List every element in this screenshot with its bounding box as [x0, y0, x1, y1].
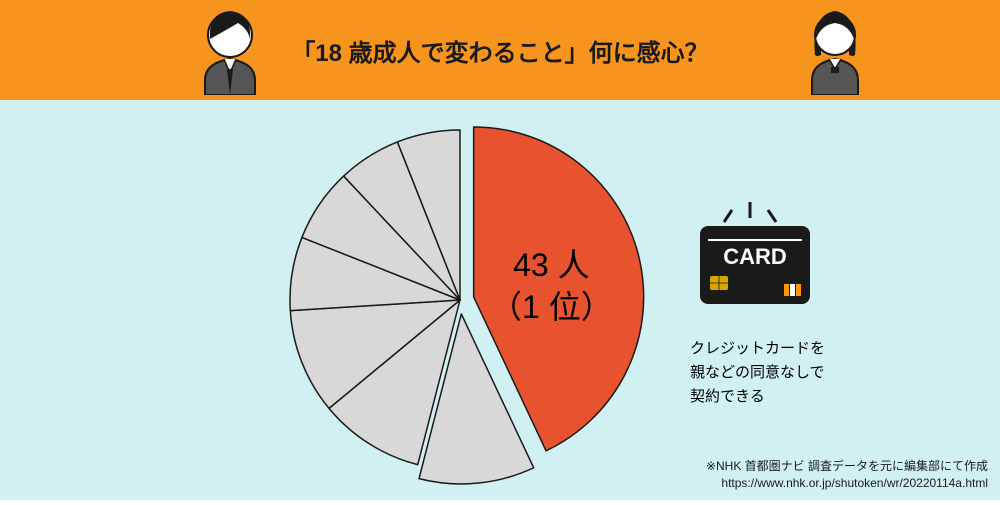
card-description: クレジットカードを 親などの同意なしで 契約できる	[690, 337, 890, 409]
pie-label-rank: （1 位）	[490, 287, 613, 329]
credit-card-icon: CARD	[690, 200, 890, 325]
card-icon-label: CARD	[723, 244, 787, 269]
attribution-source: ※NHK 首都圏ナビ 調査データを元に編集部にて作成	[706, 458, 988, 475]
pie-label-count: 43 人	[490, 245, 613, 287]
credit-card-block: CARD クレジットカードを 親などの同意なしで 契約できる	[690, 200, 890, 409]
attribution: ※NHK 首都圏ナビ 調査データを元に編集部にて作成 https://www.n…	[706, 458, 988, 492]
page-title: 「18 歳成人で変わること」何に感心？	[291, 33, 708, 68]
pie-highlight-label: 43 人 （1 位）	[490, 245, 613, 328]
person-female-icon	[795, 0, 875, 100]
header-bar: 「18 歳成人で変わること」何に感心？	[0, 0, 1000, 100]
main-area: 43 人 （1 位） CARD クレジットカードを 親などの同意なしで 契約でき…	[0, 100, 1000, 500]
attribution-url: https://www.nhk.or.jp/shutoken/wr/202201…	[706, 475, 988, 492]
person-male-icon	[190, 0, 270, 100]
